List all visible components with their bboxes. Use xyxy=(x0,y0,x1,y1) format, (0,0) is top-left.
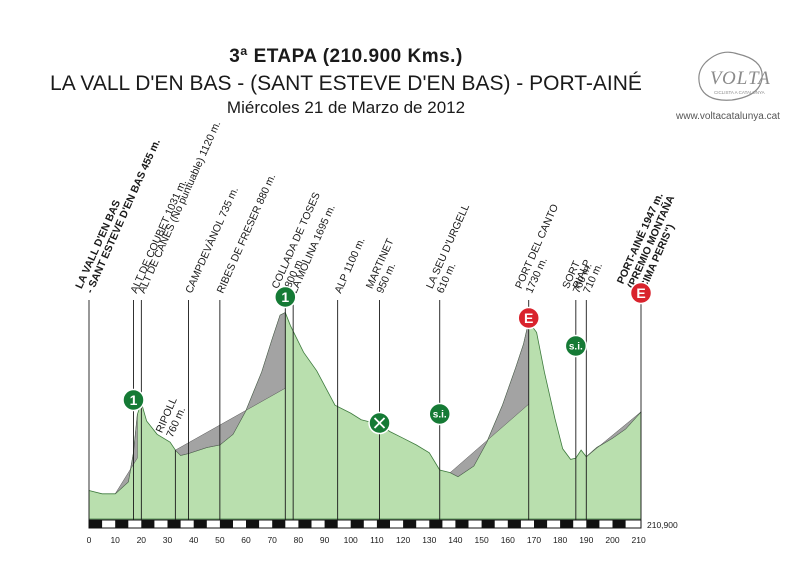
distance-scale-segment xyxy=(429,520,443,528)
feed-zone-icon xyxy=(368,411,391,435)
badge-text: s.i. xyxy=(569,342,583,353)
badge-text: 1 xyxy=(281,289,289,305)
x-tick-label: 0 xyxy=(87,535,92,545)
sprint-badge: s.i. xyxy=(564,334,588,358)
x-tick-label: 130 xyxy=(422,535,436,545)
x-tick-label: 10 xyxy=(110,535,120,545)
x-tick-label: 110 xyxy=(370,535,384,545)
badge-circle xyxy=(629,281,653,305)
logo-tagline: CICLISTA A CATALUNYA xyxy=(714,90,765,95)
distance-scale-segment xyxy=(560,520,574,528)
logo-url: www.voltacatalunya.cat xyxy=(676,111,780,122)
badge-circle xyxy=(517,306,540,330)
badge-text: E xyxy=(524,310,533,326)
x-tick-label: 190 xyxy=(579,535,593,545)
logo-brand: VOLTA xyxy=(710,68,771,89)
badge-circle xyxy=(564,334,588,358)
distance-scale-segment xyxy=(350,520,364,528)
badge-circle xyxy=(122,388,145,412)
stage-date: Miércoles 21 de Marzo de 2012 xyxy=(226,98,466,117)
badge-text: E xyxy=(636,285,645,301)
distance-scale-segment xyxy=(403,520,417,528)
distance-scale-segment xyxy=(612,520,626,528)
x-tick-label: 90 xyxy=(320,535,330,545)
x-tick-label: 120 xyxy=(396,535,410,545)
place-label-group: PORT-AINÉ 1947 m.(PREMIO MONTAÑA"CIMA PE… xyxy=(614,190,678,295)
sprint-badge: s.i. xyxy=(428,402,451,426)
distance-scale-segment xyxy=(298,520,312,528)
route-title: LA VALL D'EN BAS - (SANT ESTEVE D'EN BAS… xyxy=(50,72,642,95)
volta-logo: VOLTA CICLISTA A CATALUNYA www.voltacata… xyxy=(675,46,786,126)
distance-scale-segment xyxy=(455,520,469,528)
x-tick-label: 210 xyxy=(632,535,646,545)
x-tick-label: 150 xyxy=(475,535,489,545)
x-tick-label: 40 xyxy=(189,535,199,545)
x-tick-label: 20 xyxy=(137,535,147,545)
total-distance-label: 210,900 xyxy=(647,520,678,530)
x-tick-label: 200 xyxy=(605,535,619,545)
x-tick-label: 70 xyxy=(267,535,277,545)
distance-scale-segment xyxy=(246,520,260,528)
mountain-cat-1-badge: 1 xyxy=(122,388,145,412)
x-tick-label: 80 xyxy=(294,535,304,545)
distance-scale-segment xyxy=(115,520,129,528)
distance-scale-segment xyxy=(167,520,181,528)
knife-icon xyxy=(373,417,386,429)
badge-text: s.i. xyxy=(433,410,447,421)
x-tick-label: 100 xyxy=(344,535,358,545)
stage-title: 3ª ETAPA (210.900 Kms.) xyxy=(229,46,463,67)
distance-scale-segment xyxy=(324,520,338,528)
place-label-group: ALP 1100 m. xyxy=(332,236,367,295)
distance-scale-segment xyxy=(272,520,286,528)
place-label: ALP 1100 m. xyxy=(332,236,367,295)
distance-scale-segment xyxy=(534,520,548,528)
distance-scale-segment xyxy=(89,520,103,528)
mountain-cat-1-badge: 1 xyxy=(274,285,297,309)
distance-scale-segment xyxy=(219,520,233,528)
x-tick-label: 180 xyxy=(553,535,567,545)
badge-circle xyxy=(274,285,297,309)
place-label-group: RIBES DE FRESER 880 m. xyxy=(215,172,279,295)
distance-scale-segment xyxy=(507,520,521,528)
x-tick-label: 60 xyxy=(241,535,251,545)
distance-scale-segment xyxy=(193,520,207,528)
distance-scale-segment xyxy=(586,520,600,528)
distance-scale-segment xyxy=(376,520,390,528)
climb-gradient-shade xyxy=(586,411,642,457)
distance-scale-segment xyxy=(481,520,495,528)
x-tick-label: 140 xyxy=(448,535,462,545)
distance-scale-segment xyxy=(141,520,155,528)
place-label: RIBES DE FRESER 880 m. xyxy=(215,172,279,295)
badge-text: 1 xyxy=(130,392,138,408)
x-tick-label: 50 xyxy=(215,535,225,545)
badge-circle xyxy=(428,402,451,426)
x-tick-label: 30 xyxy=(163,535,173,545)
x-tick-label: 170 xyxy=(527,535,541,545)
x-tick-label: 160 xyxy=(501,535,515,545)
mountain-special-badge: E xyxy=(517,306,540,330)
mountain-special-badge: E xyxy=(629,281,653,305)
